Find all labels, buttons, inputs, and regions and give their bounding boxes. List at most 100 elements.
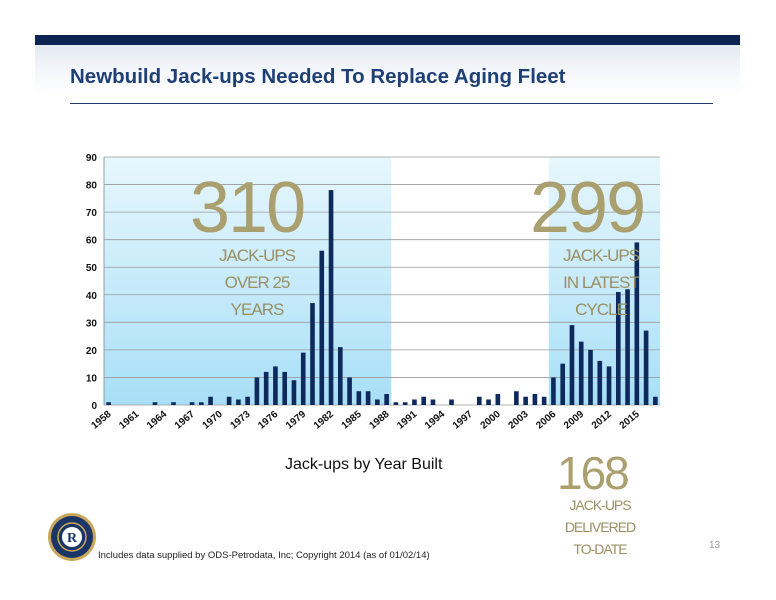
bar [634,242,640,405]
bar [245,396,250,405]
bar [189,402,195,405]
x-tick-label: 1997 [451,409,475,432]
bar [569,325,575,405]
bar [198,402,204,405]
bar [523,396,528,405]
bar [282,371,288,405]
bar [421,396,427,405]
x-tick-label: 2012 [590,409,614,432]
x-tick-label: 1982 [312,409,336,432]
bar [606,366,612,405]
callout-left-line: OVER 25 [224,273,291,292]
x-tick-label: 1958 [89,409,113,432]
x-tick-label: 1964 [145,409,169,432]
bar [449,399,454,405]
y-tick-label: 60 [86,236,98,247]
callout-bottom-number: 168 [557,447,630,499]
callout-bottom-line: DELIVERED [564,519,636,535]
bar [643,330,649,405]
bar [402,402,408,405]
bar [226,396,232,405]
bar [625,289,630,405]
callout-left-line: JACK-UPS [218,246,296,265]
highlight-band [548,157,660,405]
bar [106,402,111,405]
x-tick-label: 2000 [479,409,503,432]
bar [310,303,315,405]
callout-left-number: 310 [190,168,306,248]
bar [514,391,519,405]
x-tick-label: 1961 [117,409,141,432]
x-tick-label: 1988 [367,409,391,432]
bar [263,371,269,405]
y-tick-label: 90 [86,153,98,164]
page-title: Newbuild Jack-ups Needed To Replace Agin… [70,65,566,88]
bar [384,393,389,405]
bar [171,402,176,405]
x-tick-label: 1991 [395,409,419,432]
x-tick-label: 1979 [284,409,308,432]
y-tick-label: 20 [86,346,98,357]
x-tick-label: 2009 [562,409,586,432]
bar [254,377,260,405]
x-tick-label: 1973 [228,409,252,432]
bar [300,352,306,405]
x-tick-label: 1985 [340,409,364,432]
top-bar [35,35,740,45]
y-tick-label: 40 [86,291,98,302]
callout-right-line: JACK-UPS [562,246,640,265]
callout-left-text: JACK-UPS OVER 25 YEARS [197,242,317,323]
y-tick-label: 10 [86,373,98,384]
bar [578,341,584,405]
callout-right-line: IN LATEST [563,273,640,292]
bar [560,363,566,405]
y-tick-label: 50 [86,263,98,274]
bar [532,393,538,405]
bar [356,391,362,405]
y-tick-label: 80 [86,181,98,192]
company-seal-icon: R [48,513,96,561]
bar [597,360,603,405]
x-tick-label: 1967 [173,409,197,432]
highlight-band [104,157,392,405]
bar [273,366,278,405]
callout-bottom-line: TO-DATE [573,541,627,557]
callout-bottom-line: JACK-UPS [569,497,631,513]
callout-right-text: JACK-UPS IN LATEST CYCLE [541,242,661,323]
bar [337,347,343,405]
bar [365,391,371,405]
logo-letter: R [67,531,78,546]
x-tick-label: 1976 [256,409,280,432]
bar [291,380,297,405]
bar [430,399,436,405]
bar [208,396,213,405]
bar [412,399,417,405]
y-tick-label: 0 [91,401,97,412]
bar [653,396,658,405]
bar [551,377,556,405]
y-tick-label: 30 [86,318,98,329]
callout-right-number: 299 [530,168,646,248]
callout-right-line: CYCLE [575,300,628,319]
bar [393,402,399,405]
bar [486,399,491,405]
x-tick-label: 2003 [506,409,530,432]
x-tick-label: 1970 [201,409,225,432]
bar [328,190,334,405]
x-tick-label: 2006 [534,409,558,432]
bar [476,396,482,405]
bar [236,399,241,405]
bar [319,250,325,405]
bar [615,292,621,405]
bar [588,349,593,405]
bar [347,377,352,405]
page-number: 13 [709,540,721,551]
x-tick-label: 2015 [618,409,642,432]
bar [541,396,547,405]
bar [495,393,501,405]
title-band [35,45,740,97]
x-axis-label: Jack-ups by Year Built [285,456,443,473]
y-tick-label: 70 [86,208,98,219]
bar [375,399,380,405]
